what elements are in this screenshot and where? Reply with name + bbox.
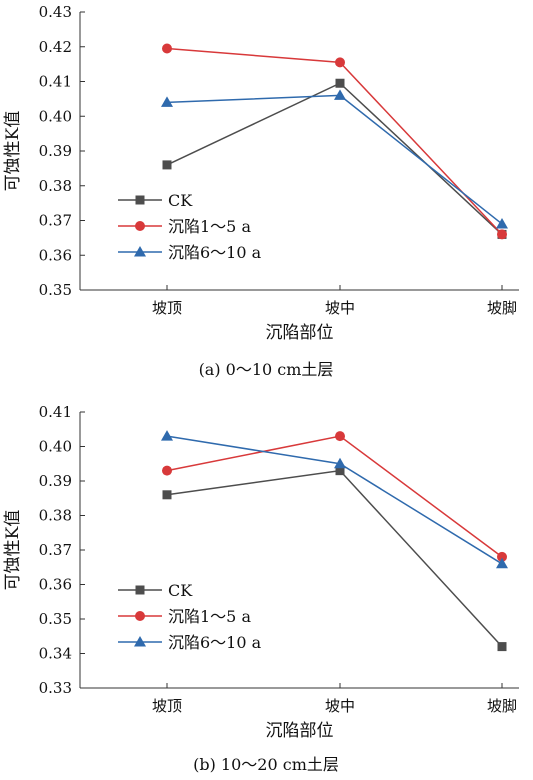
legend: CK 沉陷1～5 a 沉陷6～10 a	[118, 191, 262, 262]
data-point	[334, 457, 346, 469]
data-point	[496, 217, 508, 229]
series-0	[162, 466, 507, 652]
data-point	[335, 57, 345, 68]
y-tick-label: 0.37	[39, 212, 72, 230]
x-tick-label: 坡顶	[152, 299, 182, 317]
series-1	[162, 431, 507, 562]
legend-marker	[135, 221, 145, 231]
data-point	[497, 642, 507, 652]
series-2	[161, 430, 508, 569]
chart-panel-a: 0.35 0.36 0.37 0.38 0.39 0.40 0.41 0.42 0.43 坡顶 坡中…	[3, 3, 519, 379]
legend-marker	[135, 611, 145, 621]
x-tick-label: 坡中	[325, 697, 355, 715]
data-point	[162, 160, 172, 170]
legend-label: 沉陷1～5 a	[168, 607, 251, 626]
x-tick-label: 坡脚	[487, 697, 517, 715]
series-line	[166, 435, 503, 558]
x-tick-label: 坡脚	[487, 299, 517, 317]
data-point	[334, 89, 346, 100]
y-tick-label: 0.36	[39, 246, 72, 264]
y-axis-title: 可蚀性K值	[3, 510, 23, 591]
data-point	[162, 465, 172, 476]
legend-label: 沉陷6～10 a	[168, 633, 262, 652]
series-0	[162, 78, 507, 239]
chart-panel-b: 0.33 0.34 0.35 0.36 0.37 0.38 0.39 0.40 0.41 坡顶 坡中…	[3, 403, 519, 774]
y-tick-label: 0.39	[39, 142, 72, 160]
y-axis-title: 可蚀性K值	[3, 111, 23, 192]
y-tick-label: 0.33	[39, 679, 72, 697]
data-point	[335, 466, 345, 476]
x-axis-title: 沉陷部位	[266, 721, 334, 741]
y-tick-label: 0.36	[39, 576, 72, 594]
data-point	[161, 96, 173, 107]
y-tick-label: 0.43	[39, 3, 72, 21]
legend-label: 沉陷1～5 a	[168, 217, 251, 236]
legend-marker	[135, 585, 145, 595]
series-1	[162, 43, 507, 240]
x-tick-label: 坡中	[325, 299, 355, 317]
x-tick-label: 坡顶	[152, 697, 182, 715]
data-point	[497, 551, 507, 562]
series-line	[166, 435, 503, 565]
data-point	[496, 557, 508, 569]
y-tick-label: 0.42	[39, 38, 72, 56]
data-point	[162, 490, 172, 500]
y-tick-label: 0.38	[39, 507, 72, 525]
y-tick-label: 0.40	[39, 438, 72, 456]
legend-label: 沉陷6～10 a	[168, 243, 262, 262]
legend-marker	[134, 636, 146, 647]
y-tick-label: 0.35	[39, 610, 72, 628]
data-point	[161, 430, 173, 441]
y-tick-label: 0.40	[39, 107, 72, 125]
chart-caption: (a) 0～10 cm土层	[199, 360, 334, 379]
data-point	[335, 78, 345, 88]
legend-marker	[135, 195, 145, 205]
data-point	[162, 43, 172, 54]
y-tick-label: 0.35	[39, 281, 72, 299]
y-tick-label: 0.39	[39, 472, 72, 490]
data-point	[497, 229, 507, 240]
series-2	[161, 89, 508, 229]
x-axis-title: 沉陷部位	[266, 323, 334, 343]
chart-caption: (b) 10～20 cm土层	[193, 755, 339, 774]
y-tick-label: 0.41	[39, 73, 72, 91]
y-tick-label: 0.38	[39, 177, 72, 195]
series-line	[166, 94, 503, 225]
legend-label: CK	[168, 191, 193, 210]
y-tick-label: 0.41	[39, 403, 72, 421]
y-tick-label: 0.34	[39, 645, 72, 663]
legend: CK 沉陷1～5 a 沉陷6～10 a	[118, 581, 262, 652]
y-tick-label: 0.37	[39, 541, 72, 559]
legend-label: CK	[168, 581, 193, 600]
legend-marker	[134, 246, 146, 257]
series-line	[166, 82, 503, 235]
data-point	[335, 431, 345, 442]
